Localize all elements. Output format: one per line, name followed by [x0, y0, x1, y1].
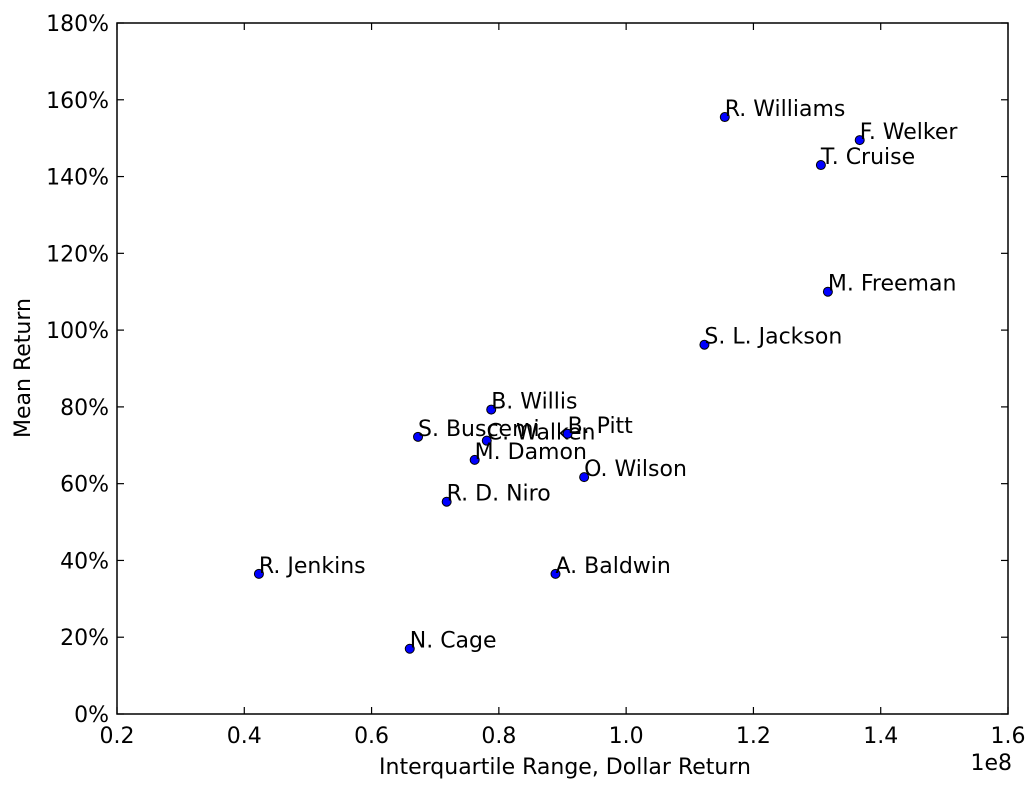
point-label: B. Willis	[491, 390, 577, 415]
point-label: C. Walken	[487, 421, 596, 446]
x-tick-label: 1.0	[609, 724, 644, 749]
y-tick-label: 100%	[46, 319, 109, 344]
y-tick-label: 140%	[46, 166, 109, 191]
x-axis-offset-label: 1e8	[970, 751, 1012, 776]
data-point	[822, 286, 833, 297]
y-tick-label: 0%	[74, 703, 109, 728]
x-axis-label: Interquartile Range, Dollar Return	[379, 755, 751, 780]
data-point	[562, 428, 573, 439]
point-label: S. Buscemi	[418, 417, 540, 442]
data-point	[441, 496, 452, 507]
x-tick-label: 0.8	[481, 724, 516, 749]
data-point	[486, 404, 497, 415]
point-label: M. Freeman	[828, 272, 957, 297]
data-point	[469, 454, 480, 465]
y-axis-label: Mean Return	[11, 298, 36, 438]
data-point	[481, 435, 492, 446]
point-label: A. Baldwin	[555, 554, 670, 579]
data-point	[719, 112, 730, 123]
point-label: F. Welker	[860, 120, 959, 145]
y-tick-label: 120%	[46, 242, 109, 267]
x-tick-label: 1.2	[736, 724, 771, 749]
point-label: S. L. Jackson	[704, 325, 842, 350]
point-label: M. Damon	[475, 440, 587, 465]
point-label: O. Wilson	[584, 457, 687, 482]
y-tick-label: 40%	[60, 549, 109, 574]
x-axis: 0.2 0.4 0.6 0.8 1.0 1.2 1.4 1.6	[100, 23, 1026, 749]
data-point	[815, 160, 826, 171]
y-tick-label: 80%	[60, 396, 109, 421]
y-tick-label: 20%	[60, 626, 109, 651]
y-tick-label: 160%	[46, 89, 109, 114]
x-tick-label: 0.6	[354, 724, 389, 749]
y-axis: 0% 20% 40% 60% 80% 100% 120% 140% 160% 180%	[46, 12, 1008, 728]
data-point	[253, 568, 264, 579]
point-label: N. Cage	[410, 629, 497, 654]
data-point	[579, 472, 590, 483]
point-label: R. D. Niro	[447, 482, 551, 507]
x-tick-label: 1.6	[991, 724, 1026, 749]
point-label: R. Williams	[725, 97, 846, 122]
data-point	[854, 135, 865, 146]
data-point	[550, 568, 561, 579]
point-label: R. Jenkins	[259, 554, 366, 579]
x-tick-label: 0.4	[227, 724, 262, 749]
data-point	[413, 431, 424, 442]
data-point	[404, 643, 415, 654]
data-point	[699, 339, 710, 350]
x-tick-label: 0.2	[100, 724, 135, 749]
x-tick-label: 1.4	[863, 724, 898, 749]
point-label: B. Pitt	[568, 414, 634, 439]
point-label: T. Cruise	[820, 145, 915, 170]
y-tick-label: 60%	[60, 473, 109, 498]
y-tick-label: 180%	[46, 12, 109, 37]
